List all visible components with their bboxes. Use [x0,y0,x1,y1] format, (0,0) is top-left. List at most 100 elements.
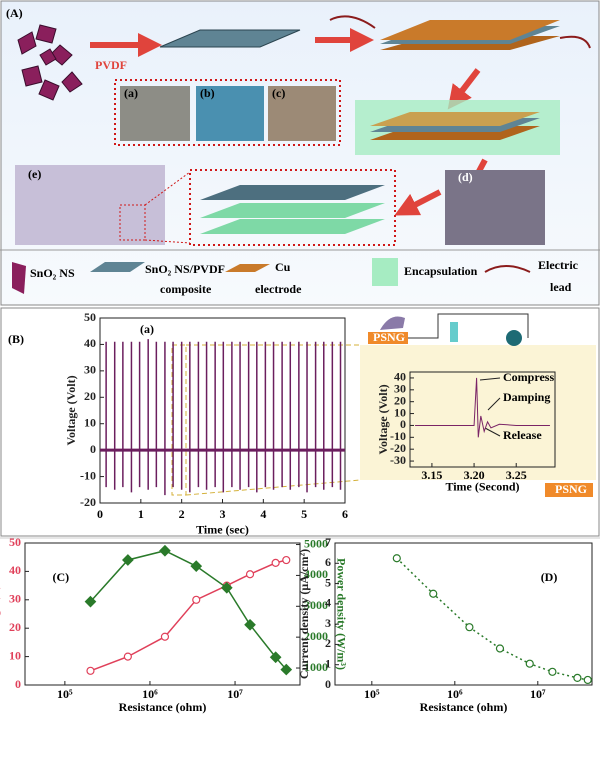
y-tick-label: -30 [390,453,406,467]
y-tick-label: 2 [325,636,331,650]
marker [280,663,293,676]
plot-frame [99,317,346,504]
marker [583,675,592,685]
photo [445,170,545,245]
x-tick-label: 3.20 [464,468,485,482]
x-tick-label: 4 [260,507,266,521]
y-tick-label: 6 [325,555,331,569]
panel-label: (A) [6,6,23,20]
legend-icon [372,258,398,286]
x-axis-title: Resistance (ohm) [119,700,207,714]
marker [84,595,97,608]
y2-tick-label: 4000 [304,567,328,581]
y-tick-label: 50 [9,535,21,549]
photo [120,86,190,141]
y-tick-label: 20 [9,620,21,634]
chart-title: (a) [140,322,154,336]
x-tick-label: 2 [179,507,185,521]
legend-text: Encapsulation [404,264,478,278]
panel-label: (C) [53,570,70,584]
marker [159,544,171,557]
marker [282,555,291,565]
y-axis-title: Voltage (Volt) [376,384,390,454]
series-line [90,559,287,672]
y-tick-label: 50 [84,310,96,324]
y2-axis-title: Power density (W/m³) [334,558,348,670]
y-tick-label: 40 [84,336,96,350]
y-tick-label: 40 [394,370,406,384]
panel-label: (B) [8,332,24,346]
y2-tick-label: 5000 [304,536,328,550]
y-tick-label: 0 [400,417,406,431]
y-tick-label: -10 [80,468,96,482]
panel-label: (D) [541,570,558,584]
x-tick-label: 3.15 [421,468,442,482]
series-line [89,549,287,671]
y-tick-label: 3 [325,616,331,630]
x-tick-label: 0 [97,507,103,521]
y-tick-label: 1 [325,656,331,670]
photo-label: (e) [28,167,41,181]
x-tick-label: 10⁶ [142,687,158,701]
legend-icon [90,262,145,272]
marker [160,632,170,641]
marker [86,666,95,675]
marker [244,618,256,631]
legend-icon [225,264,270,272]
x-tick-label: 10⁷ [227,687,243,701]
photo [196,86,264,141]
x-axis-title: Time (Second) [445,479,519,493]
composite-sheet [159,29,301,48]
y2-tick-label: 1000 [304,660,328,674]
y-tick-label: -20 [80,495,96,509]
photo-label: (b) [200,86,215,100]
marker [548,667,557,676]
x-tick-label: 1 [138,507,144,521]
legend-text: Electric [538,258,579,272]
inset-devices [368,313,593,497]
y-tick-label: 20 [84,389,96,403]
marker [245,570,255,579]
y-tick-label: 30 [9,592,21,606]
y-tick-label: 30 [394,382,406,396]
zoom-line [144,239,191,244]
y-axis-title: Voltage (V) [0,585,1,643]
y-tick-label: 0 [15,677,21,691]
marker [271,558,280,567]
marker [429,589,438,598]
y-tick-label: 5 [325,575,331,589]
marker [525,659,534,668]
marker [190,560,203,573]
photo-label: (a) [124,86,138,100]
annotation-arrow [479,377,501,437]
y-tick-label: 4 [325,596,331,610]
marker [220,581,233,594]
y-tick-label: -10 [390,429,406,443]
y-tick-label: 20 [394,393,406,407]
marker [192,595,201,604]
legend-text: composite [160,282,212,296]
y2-tick-label: 2000 [304,629,328,643]
x-tick-label: 5 [301,507,307,521]
x-tick-label: 10⁷ [530,687,546,701]
photo-label: (d) [458,170,473,184]
plot-frame [334,542,593,686]
x-tick-label: 10⁵ [364,687,380,701]
marker [123,652,132,661]
y-tick-label: -20 [390,441,406,455]
legend-icon [484,265,531,273]
marker [269,651,282,664]
legend-icon [12,262,26,294]
x-tick-label: 10⁵ [57,687,73,701]
marker [573,673,582,683]
zoom-line [144,171,191,206]
layer [200,185,385,200]
x-tick-label: 6 [342,507,348,521]
legend-text: lead [550,280,572,294]
legend-text: SnO₂ NS/PVDF [145,262,225,276]
photo [268,86,336,141]
y-axis-title: Voltage (Volt) [64,375,78,445]
plot-frame [409,371,556,468]
x-tick-label: 3.25 [506,468,527,482]
